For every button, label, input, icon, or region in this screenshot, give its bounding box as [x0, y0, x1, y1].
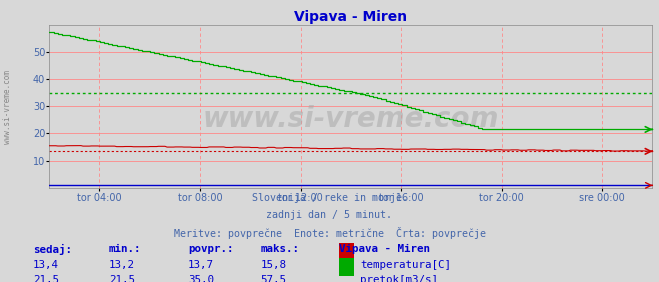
Text: 21,5: 21,5: [33, 275, 59, 282]
Text: Vipava - Miren: Vipava - Miren: [339, 244, 430, 254]
Text: Meritve: povprečne  Enote: metrične  Črta: povprečje: Meritve: povprečne Enote: metrične Črta:…: [173, 227, 486, 239]
Text: 13,4: 13,4: [33, 260, 59, 270]
Text: 35,0: 35,0: [188, 275, 214, 282]
Text: 13,7: 13,7: [188, 260, 214, 270]
Text: pretok[m3/s]: pretok[m3/s]: [360, 275, 438, 282]
Text: 13,2: 13,2: [109, 260, 134, 270]
Text: Slovenija / reke in morje.: Slovenija / reke in morje.: [252, 193, 407, 203]
Title: Vipava - Miren: Vipava - Miren: [295, 10, 407, 24]
Text: 21,5: 21,5: [109, 275, 134, 282]
Text: 57,5: 57,5: [260, 275, 286, 282]
Text: www.si-vreme.com: www.si-vreme.com: [203, 105, 499, 133]
Text: maks.:: maks.:: [260, 244, 299, 254]
Text: zadnji dan / 5 minut.: zadnji dan / 5 minut.: [266, 210, 393, 220]
Text: min.:: min.:: [109, 244, 141, 254]
Text: sedaj:: sedaj:: [33, 244, 72, 255]
Text: povpr.:: povpr.:: [188, 244, 233, 254]
Text: www.si-vreme.com: www.si-vreme.com: [3, 70, 13, 144]
Text: 15,8: 15,8: [260, 260, 286, 270]
Text: temperatura[C]: temperatura[C]: [360, 260, 451, 270]
